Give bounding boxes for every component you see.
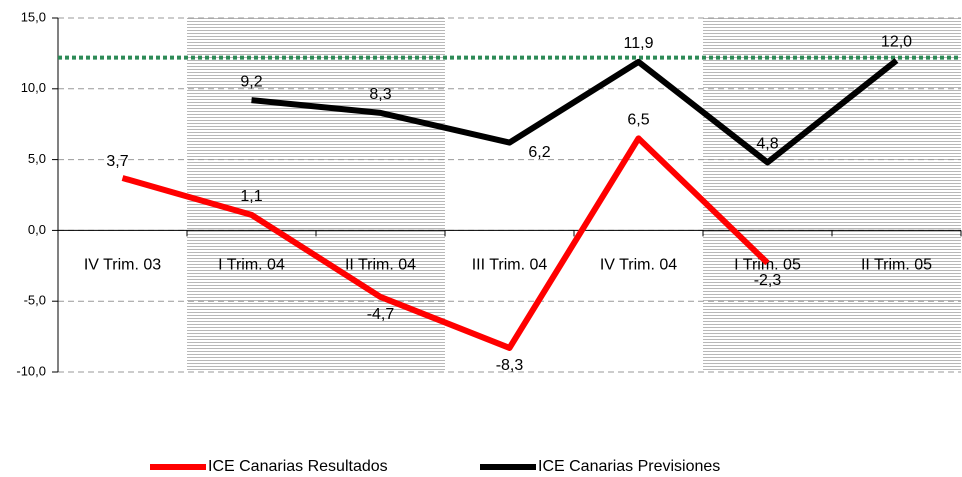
data-label: 12,0 [881, 34, 912, 51]
data-label: 4,8 [756, 136, 778, 153]
x-tick-label: II Trim. 05 [861, 257, 932, 274]
y-tick-label: -5,0 [24, 293, 46, 308]
shaded-band [187, 18, 445, 372]
series-line [251, 58, 899, 166]
x-tick-label: II Trim. 04 [345, 257, 416, 274]
series-line [121, 135, 770, 351]
y-tick-label: -10,0 [16, 363, 46, 378]
data-label: 11,9 [624, 35, 654, 52]
data-label: 9,2 [240, 73, 262, 90]
y-tick-label: 10,0 [21, 80, 46, 95]
data-label: 6,5 [627, 112, 649, 129]
x-tick-label: IV Trim. 03 [84, 257, 161, 274]
data-label: 1,1 [240, 188, 262, 205]
x-tick-label: III Trim. 04 [472, 257, 548, 274]
legend-label: ICE Canarias Resultados [208, 458, 388, 475]
y-tick-label: 5,0 [28, 151, 46, 166]
x-tick-label: I Trim. 05 [734, 257, 801, 274]
x-tick-label: IV Trim. 04 [600, 257, 677, 274]
data-label: -8,3 [496, 357, 524, 374]
shaded-band [703, 18, 961, 372]
data-label: -2,3 [754, 272, 782, 289]
data-label: 3,7 [106, 153, 128, 170]
y-tick-label: 15,0 [21, 9, 46, 24]
data-label: 8,3 [369, 86, 391, 103]
y-tick-label: 0,0 [28, 222, 46, 237]
x-tick-label: I Trim. 04 [218, 257, 285, 274]
legend-label: ICE Canarias Previsiones [538, 458, 720, 475]
data-label: -4,7 [367, 306, 395, 323]
data-label: 6,2 [528, 144, 550, 161]
